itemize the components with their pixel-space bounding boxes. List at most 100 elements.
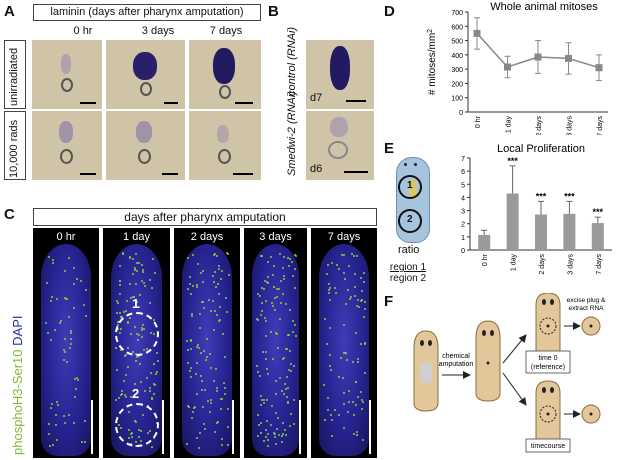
panel-e-ytick-label: 3: [461, 209, 465, 216]
panel-c-region-2: 2: [132, 386, 140, 401]
panel-d-xtick-label: 7 days: [597, 116, 604, 135]
panel-e-ytick-label: 4: [461, 195, 465, 202]
panel-d-xtick-label: 2 days: [536, 116, 543, 135]
panel-a-col-2: 7 days: [209, 25, 243, 37]
panel-label-e: E: [384, 140, 395, 157]
panel-a-image-unirr-3d: [106, 40, 185, 109]
panel-e-xtick-label: 1 day: [511, 254, 518, 272]
panel-a-image-irr-3d: [106, 111, 185, 180]
panel-a-image-irr-7d: [189, 111, 261, 180]
panel-c-col-label: 1 day: [123, 231, 150, 243]
panel-d-ytick-label: 0: [459, 110, 463, 117]
panel-label-c: C: [4, 206, 15, 223]
panel-e-significance: ***: [564, 191, 575, 201]
panel-e-ytick-label: 0: [461, 248, 465, 255]
panel-b-image-control: d7: [306, 40, 374, 109]
panel-f-timecourse: timecourse: [531, 443, 565, 450]
panel-b-row-1-day: d6: [310, 163, 323, 175]
panel-e-xtick-label: 2 days: [539, 254, 546, 275]
worm-timecourse: [535, 380, 561, 448]
panel-d-chart: Whole animal mitoses 0 100 200 300 400 500 600 7…: [427, 1, 608, 135]
worm-amputated: [475, 320, 501, 402]
panel-d-xtick-label: 1 day: [506, 116, 513, 134]
panel-label-d: D: [384, 3, 395, 20]
panel-e-numerator: region 1: [389, 262, 427, 273]
panel-d-ytick-label: 200: [451, 81, 463, 88]
worm-intact: [413, 330, 439, 412]
panel-c-region-1: 1: [132, 296, 140, 311]
worm-time0: [535, 293, 561, 360]
panel-a-image-irr-0hr: [32, 111, 102, 180]
panel-c-image: [174, 228, 240, 458]
panel-d-xtick-label: 0 hr: [475, 115, 482, 128]
panel-a-row-1: 10,000 rads: [8, 119, 20, 178]
panel-e-significance: ***: [536, 191, 547, 201]
panel-c-stain-green: phosphoH3-Ser10: [10, 349, 25, 455]
panel-d-point: [473, 29, 481, 37]
panel-f-time0-line2: (reference): [531, 364, 565, 371]
panel-label-b: B: [268, 3, 279, 20]
panel-c-image: [244, 228, 307, 458]
panel-e-bar: [478, 234, 491, 250]
panel-e-ytick-label: 2: [461, 222, 465, 229]
panel-e-ytick-label: 1: [461, 235, 465, 242]
panel-e-bar: [563, 213, 576, 250]
panel-a-rowbox-0: [4, 40, 26, 109]
panel-e-ytick-label: 6: [461, 169, 465, 176]
panel-e-xtick-label: 0 hr: [482, 253, 489, 266]
panel-label-a: A: [4, 3, 15, 20]
panel-a-header: laminin (days after pharynx amputation): [33, 4, 261, 21]
panel-e-schematic: 1 2: [392, 157, 432, 243]
panel-d-ytick-label: 500: [451, 39, 463, 46]
panel-e-ratio: ratio: [398, 244, 420, 256]
panel-c-col-label: 7 days: [327, 231, 361, 243]
panel-e-title: Local Proliferation: [497, 143, 585, 155]
panel-d-ytick-label: 400: [451, 53, 463, 60]
panel-d-point: [534, 53, 542, 61]
panel-a-image-unirr-0hr: [32, 40, 102, 109]
panel-f-excise-line1: excise plug &: [567, 297, 606, 304]
panel-e-bar: [535, 214, 547, 250]
panel-e-significance: ***: [507, 156, 518, 166]
panel-d-ylabel: # mitoses/mm2: [427, 29, 439, 95]
panel-e-ytick-label: 5: [461, 182, 465, 189]
panel-e-bar: [591, 223, 604, 250]
panel-f-diagram: chemical amputation time 0 (reference) e…: [413, 293, 606, 453]
panel-b-row-1-name: Smedwi-2 (RNAi): [286, 91, 298, 176]
panel-e-xtick-label: 3 days: [567, 254, 574, 275]
panel-c-col-label: 3 days: [259, 231, 292, 243]
panel-c-stain-label: phosphoH3-Ser10 DAPI: [10, 316, 25, 456]
panel-a-row-0: unirradiated: [8, 47, 20, 106]
panel-b-row-0-name: control (RNAi): [286, 26, 298, 96]
panel-e-denominator: region 2: [389, 273, 427, 284]
panel-d-ytick-label: 100: [451, 96, 463, 103]
panel-d-xtick-label: 3 days: [567, 116, 574, 135]
panel-d-point: [504, 63, 511, 71]
panel-d-point: [565, 54, 572, 62]
panel-a-image-unirr-7d: [189, 40, 261, 109]
panel-e-xtick-label: 7 days: [596, 254, 603, 275]
panel-label-f: F: [384, 293, 394, 310]
panel-d-ytick-label: 300: [451, 67, 463, 74]
panel-e-region-2: 2: [407, 214, 413, 225]
panel-c-stain-blue: DAPI: [10, 315, 25, 346]
panel-f-step1-line1: chemical: [442, 353, 470, 360]
panel-a-col-1: 3 days: [141, 25, 175, 37]
panel-c-header: days after pharynx amputation: [33, 208, 377, 226]
panel-a-col-0: 0 hr: [73, 25, 93, 37]
panel-e-bar: [506, 193, 519, 250]
panel-c-col-label: 0 hr: [56, 231, 76, 243]
panel-d-ytick-label: 700: [451, 10, 463, 17]
panel-e-significance: ***: [593, 207, 604, 217]
panel-c-image: [33, 228, 99, 458]
panel-e-region-1: 1: [407, 180, 413, 191]
panel-b-row-0-day: d7: [310, 92, 323, 104]
panel-a-rowbox-1: [4, 111, 26, 180]
panel-d-point: [595, 64, 603, 72]
panel-e-chart: Local Proliferation 0 1 2 3 4 5 6 7 0 hr *** 1 day *…: [461, 143, 612, 275]
panel-b-image-smedwi2: d6: [306, 111, 374, 180]
panel-e-fraction: region 1 region 2: [385, 262, 431, 284]
panel-f-step1-line2: amputation: [439, 361, 474, 368]
panel-c-image: [311, 228, 377, 458]
